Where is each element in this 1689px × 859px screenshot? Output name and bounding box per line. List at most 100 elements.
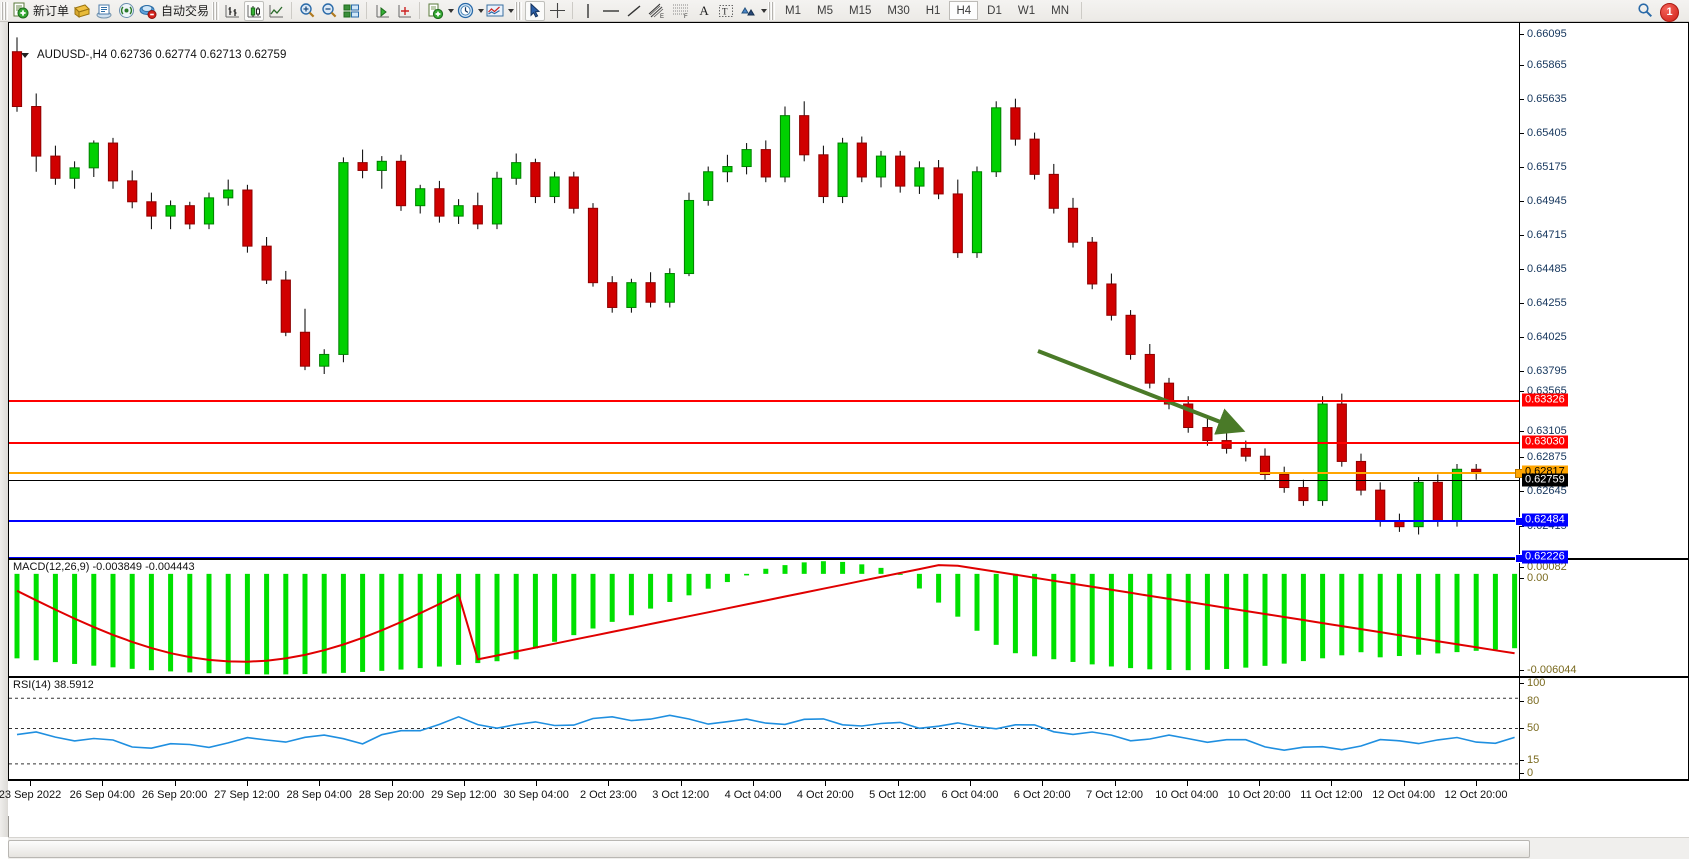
- chart-menu-arrow-icon[interactable]: [21, 52, 29, 58]
- auto-scroll-icon[interactable]: [372, 1, 392, 21]
- add-indicator-icon[interactable]: [425, 1, 445, 21]
- vertical-line-icon[interactable]: [578, 1, 598, 21]
- shapes-icon[interactable]: [738, 1, 758, 21]
- timeframe-H1[interactable]: H1: [925, 4, 941, 17]
- fibonacci-icon[interactable]: F: [670, 1, 692, 21]
- price-axis[interactable]: 0.66095 0.65865 0.65635 0.65405 0.65175 …: [1519, 23, 1688, 564]
- macd-axis[interactable]: 0.00082 0.00 -0.006044: [1519, 560, 1688, 676]
- period-clock-icon[interactable]: [455, 1, 475, 21]
- notifications-icon[interactable]: 1: [1657, 1, 1683, 22]
- cursor-icon[interactable]: [525, 0, 546, 21]
- time-axis-label: 2 Oct 23:00: [579, 789, 637, 801]
- axis-tick: [1520, 99, 1524, 100]
- timeframe-M1[interactable]: M1: [785, 4, 802, 17]
- wallet-icon[interactable]: [72, 1, 92, 21]
- axis-tick: [1520, 578, 1524, 579]
- macd-pane[interactable]: MACD(12,26,9) -0.003849 -0.004443 0.0008…: [8, 559, 1689, 677]
- level-line-target-upper[interactable]: [9, 520, 1519, 522]
- timeframe-M15[interactable]: M15: [849, 4, 872, 17]
- timeframe-M30[interactable]: M30: [887, 4, 910, 17]
- time-axis[interactable]: 23 Sep 2022 26 Sep 04:00 26 Sep 20:00 27 Se…: [0, 780, 1689, 816]
- timeframe-M5[interactable]: M5: [817, 4, 833, 17]
- templates-caret-icon[interactable]: [508, 8, 515, 13]
- time-axis-tick: [463, 781, 465, 786]
- price-tag-target-upper[interactable]: 0.62484: [1522, 513, 1568, 527]
- time-axis-label: 10 Oct 04:00: [1155, 789, 1219, 801]
- horizontal-scrollbar[interactable]: [8, 837, 1689, 859]
- axis-tick: [1520, 371, 1524, 372]
- toolbar-grip-2[interactable]: [212, 1, 220, 20]
- news-icon[interactable]: [94, 1, 114, 21]
- scrollbar-thumb[interactable]: [8, 840, 1530, 858]
- rsi-plot[interactable]: [9, 678, 1519, 779]
- signal-icon[interactable]: [116, 1, 136, 21]
- axis-tick: [1520, 670, 1524, 671]
- axis-tick: [1520, 773, 1524, 774]
- rsi-pane[interactable]: RSI(14) 38.5912 100 80 50 15 0: [8, 677, 1689, 780]
- level-line-current-price[interactable]: [9, 480, 1519, 481]
- data-window-icon[interactable]: [341, 1, 361, 21]
- price-tag-target-lower[interactable]: 0.62226: [1522, 550, 1568, 564]
- templates-icon[interactable]: [485, 1, 505, 21]
- price-tick-label: 0.65405: [1527, 127, 1567, 139]
- horizontal-line-icon[interactable]: [600, 1, 622, 21]
- period-caret-icon[interactable]: [478, 8, 485, 13]
- time-axis-tick: [897, 781, 899, 786]
- text-tool-icon[interactable]: A: [699, 2, 709, 18]
- zoom-out-icon[interactable]: [319, 1, 339, 21]
- price-tick-label: 0.63105: [1527, 425, 1567, 437]
- add-indicator-caret-icon[interactable]: [448, 8, 455, 13]
- toolbar-grip-4[interactable]: [768, 1, 776, 20]
- new-order-label[interactable]: 新订单: [33, 4, 70, 18]
- time-axis-label: 30 Sep 04:00: [503, 789, 569, 801]
- level-line-resistance-upper[interactable]: [9, 400, 1519, 402]
- symbol-ohlc-label: AUDUSD-,H4 0.62736 0.62774 0.62713 0.627…: [37, 49, 287, 61]
- time-axis-label: 7 Oct 12:00: [1086, 789, 1143, 801]
- equidistant-channel-icon[interactable]: E: [646, 1, 668, 21]
- price-tick-label: 0.64485: [1527, 263, 1567, 275]
- text-label-icon[interactable]: T: [716, 1, 736, 21]
- axis-tick: [1520, 303, 1524, 304]
- bar-chart-icon[interactable]: [222, 1, 242, 21]
- shapes-caret-icon[interactable]: [761, 8, 768, 13]
- price-tag-resistance-lower[interactable]: 0.63030: [1522, 435, 1568, 449]
- price-tick-label: 0.64945: [1527, 195, 1567, 207]
- level-line-resistance-lower[interactable]: [9, 442, 1519, 444]
- price-plot[interactable]: [9, 23, 1519, 558]
- chart-shift-icon[interactable]: [394, 1, 414, 21]
- new-order-button[interactable]: [11, 1, 30, 21]
- toolbar-grip-3[interactable]: [515, 1, 523, 20]
- timeframe-MN[interactable]: MN: [1051, 4, 1069, 17]
- timeframe-D1[interactable]: D1: [987, 4, 1002, 17]
- price-pane[interactable]: AUDUSD-,H4 0.62736 0.62774 0.62713 0.627…: [8, 22, 1689, 564]
- time-axis-label: 6 Oct 20:00: [1013, 789, 1071, 801]
- level-line-target-lower[interactable]: [9, 557, 1519, 558]
- timeframe-W1[interactable]: W1: [1017, 4, 1036, 17]
- auto-trading-label[interactable]: 自动交易: [161, 4, 210, 18]
- price-tag-resistance-upper[interactable]: 0.63326: [1522, 393, 1568, 407]
- zoom-in-icon[interactable]: [297, 1, 317, 21]
- rsi-axis[interactable]: 100 80 50 15 0: [1519, 677, 1688, 779]
- timeframe-H4[interactable]: H4: [949, 1, 979, 20]
- time-axis-tick: [319, 781, 321, 786]
- time-axis-tick: [391, 781, 393, 786]
- time-axis-tick: [1114, 781, 1116, 786]
- price-tick-label: 0.64715: [1527, 229, 1567, 241]
- macd-plot[interactable]: [9, 560, 1519, 676]
- time-axis-tick: [246, 781, 248, 786]
- time-axis-tick: [1403, 781, 1405, 786]
- trendline-icon[interactable]: [624, 1, 644, 21]
- level-line-entry[interactable]: [9, 472, 1519, 474]
- time-axis-label: 6 Oct 04:00: [941, 789, 999, 801]
- search-icon[interactable]: [1635, 1, 1655, 21]
- price-tag-current[interactable]: 0.62759: [1522, 473, 1568, 487]
- candlestick-chart-icon[interactable]: [244, 0, 265, 21]
- line-chart-icon[interactable]: [266, 1, 286, 21]
- crosshair-icon[interactable]: [547, 1, 567, 21]
- time-axis-tick: [825, 781, 827, 786]
- symbol-info-row: AUDUSD-,H4 0.62736 0.62774 0.62713 0.627…: [21, 49, 286, 61]
- toolbar-grip[interactable]: [1, 1, 8, 20]
- rsi-tick-label: 50: [1527, 722, 1540, 734]
- auto-trading-icon[interactable]: [138, 1, 158, 21]
